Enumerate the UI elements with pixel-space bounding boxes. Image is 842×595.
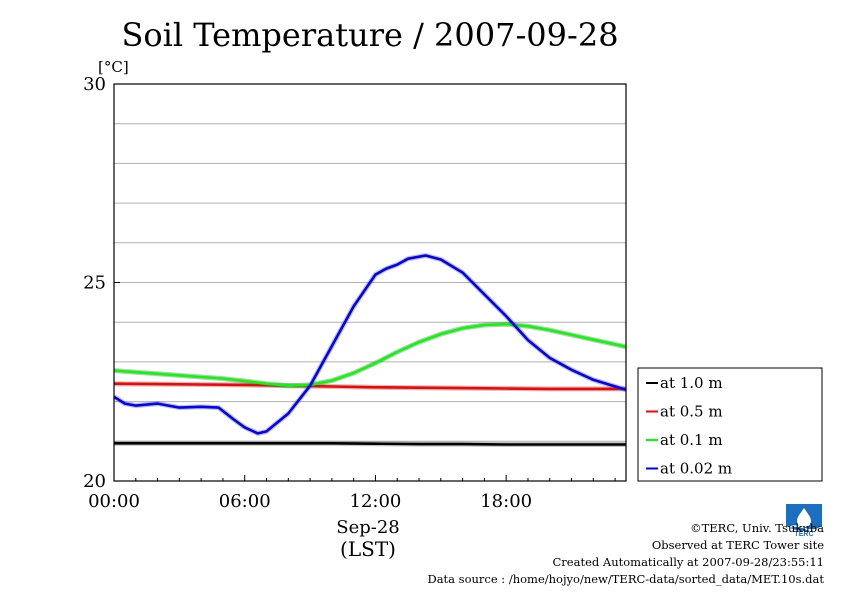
x-tick-label: 18:00 xyxy=(480,491,532,512)
copyright-text: ©TERC, Univ. Tsukuba xyxy=(690,521,824,535)
axis-ticks: 00:00 06:00 12:00 18:00 20 25 30 xyxy=(83,74,616,512)
x-tick-label: 12:00 xyxy=(350,491,402,512)
legend: at 1.0 m at 0.5 m at 0.1 m at 0.02 m xyxy=(637,367,823,482)
y-tick-label: 20 xyxy=(83,471,106,492)
legend-label: at 0.5 m xyxy=(660,403,723,421)
series-line xyxy=(113,254,627,435)
terc-logo: TERC xyxy=(784,502,824,538)
legend-label: at 1.0 m xyxy=(660,374,723,392)
credits-block: ©TERC, Univ. Tsukuba Observed at TERC To… xyxy=(427,520,824,588)
x-tick-label: 06:00 xyxy=(219,491,271,512)
chart-title: Soil Temperature / 2007-09-28 xyxy=(121,16,618,54)
x-tick-label: 00:00 xyxy=(88,491,140,512)
created-text: Created Automatically at 2007-09-28/23:5… xyxy=(552,555,825,569)
data-source-text: Data source : /home/hojyo/new/TERC-data/… xyxy=(427,572,824,586)
svg-text:TERC: TERC xyxy=(794,531,813,538)
series-line xyxy=(114,441,626,446)
legend-label: at 0.1 m xyxy=(660,431,723,449)
x-axis-label-lst: (LST) xyxy=(340,537,396,561)
observed-text: Observed at TERC Tower site xyxy=(651,538,824,552)
y-axis-unit-label: [°C] xyxy=(98,58,129,76)
legend-box xyxy=(637,367,823,482)
y-tick-label: 30 xyxy=(83,74,106,95)
series-layer xyxy=(112,253,627,447)
x-axis-label: Sep-28 xyxy=(336,517,400,538)
series-line xyxy=(113,322,627,388)
legend-label: at 0.02 m xyxy=(660,460,732,478)
series-line xyxy=(113,382,626,391)
y-tick-label: 25 xyxy=(83,273,106,294)
